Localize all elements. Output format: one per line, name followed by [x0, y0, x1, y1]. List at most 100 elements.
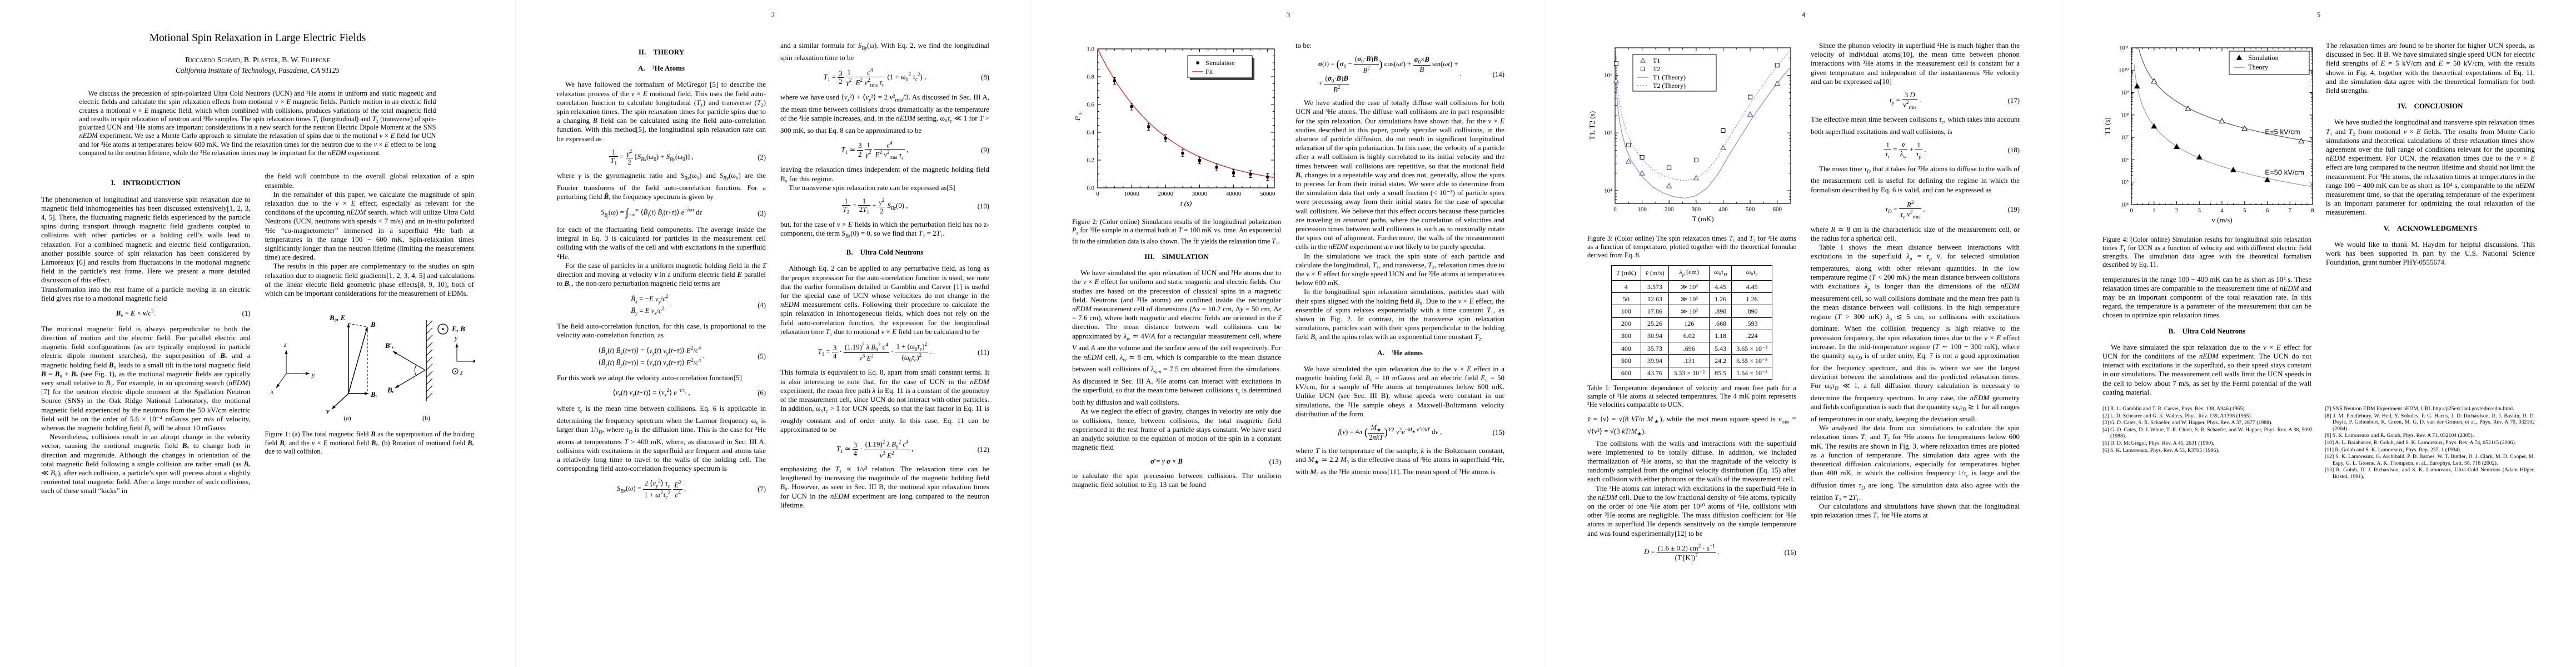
equation-body: D = (1.6 ± 0.2) cm2 · s−1 (T [K])7 . — [1643, 542, 1720, 562]
svg-text:B: B — [370, 320, 376, 328]
svg-text:E, B: E, B — [451, 325, 465, 333]
section-heading: II. THEORY — [638, 48, 685, 56]
svg-text:10⁵: 10⁵ — [2121, 180, 2129, 186]
columns: 0 1 2 3 4 5 6 7 8 10⁴ 10⁵ 10⁶ 10⁷ 10⁸ 10⁹ 10¹⁰ 10¹¹ E=5 k… — [2102, 41, 2535, 397]
table-cell: 3.65 × 10⁻² — [1731, 342, 1772, 355]
paragraph: As we neglect the effect of gravity, cha… — [1072, 407, 1281, 452]
paragraph: For the case of particles in a uniform m… — [557, 261, 766, 288]
references-column-2: [7] SNS Neutron EDM Experiment nEDM, URL… — [2325, 406, 2535, 481]
paragraph: We have simulated the spin relaxation du… — [1296, 364, 1504, 418]
column-1: 0 10000 20000 30000 40000 50000 0.0 0.2 0.4 0.6 0.… — [1072, 41, 1281, 489]
equation-body: 1 T1 = γ2 2 [SBx(ω0) + SBy(ω0)] , — [609, 148, 694, 166]
svg-text:T2: T2 — [1653, 65, 1660, 73]
paragraph: The relaxation times are found to be sho… — [2326, 41, 2535, 95]
svg-text:10⁴: 10⁴ — [2121, 202, 2129, 208]
page-number: 4 — [1801, 11, 1806, 19]
svg-text:100: 100 — [1637, 206, 1647, 213]
paragraph: where γ is the gyromagnetic ratio and SB… — [557, 171, 766, 201]
section-heading: B. Ultra Cold Neutrons — [2168, 326, 2246, 335]
svg-text:y: y — [311, 371, 315, 379]
table-row: 50 12.63 ≫ 10³ 1.26 1.26 — [1611, 292, 1772, 306]
paragraph: Since the phonon velocity in superfluid … — [1811, 41, 2020, 86]
page-4: 4 0 100 200 300 400 500 600 10⁴ 10⁵ 10⁶ T1 T2 T1 (The… — [1546, 0, 2061, 667]
table-cell: 6.02 — [1668, 329, 1710, 343]
equation-number: (8) — [981, 73, 989, 82]
table-cell: 400 — [1611, 342, 1641, 355]
paragraph: We analyzed the data from our simulation… — [1811, 424, 2020, 501]
paragraph: In the longitudinal spin relaxation simu… — [1296, 287, 1504, 341]
figure-2: 0 10000 20000 30000 40000 50000 0.0 0.2 0.4 0.6 0.… — [1072, 43, 1281, 246]
svg-text:T1: T1 — [1653, 57, 1660, 64]
svg-text:200: 200 — [1665, 206, 1674, 213]
paragraph: The effective mean time between collisio… — [1811, 115, 2020, 136]
table-header-cell: v̄ (m/s) — [1640, 265, 1670, 281]
svg-text:B₀, E: B₀, E — [329, 313, 346, 322]
svg-text:400: 400 — [1718, 206, 1728, 213]
svg-text:0.4: 0.4 — [1087, 130, 1094, 136]
svg-text:20000: 20000 — [1158, 191, 1174, 197]
svg-text:T1 (Theory): T1 (Theory) — [1653, 73, 1686, 81]
svg-text:500: 500 — [1746, 206, 1755, 213]
equation-body: τD = R2 τc v2rms , — [1885, 199, 1925, 220]
table-cell: ≫ 10³ — [1668, 280, 1710, 293]
svg-text:10¹¹: 10¹¹ — [2119, 46, 2129, 52]
paragraph: We have simulated the spin relaxation of… — [1072, 268, 1282, 407]
equation-number: (5) — [758, 352, 766, 361]
table-cell: 12.63 — [1640, 292, 1670, 306]
column-2: the field will contribute to the overall… — [265, 172, 483, 495]
svg-text:z: z — [283, 341, 287, 349]
table-cell: 600 — [1611, 366, 1641, 380]
paper-abstract: We discuss the precession of spin-polari… — [79, 89, 436, 157]
svg-text:E=5 kV/cm: E=5 kV/cm — [2265, 127, 2300, 136]
column-2: to be: σ(t) = (σ0 − (σ0·B)B B2) cos(ωt) + … — [1296, 41, 1504, 489]
svg-text:10⁹: 10⁹ — [2121, 90, 2129, 96]
page-1: Motional Spin Relaxation in Large Electr… — [0, 0, 515, 667]
svg-text:0.2: 0.2 — [1087, 157, 1094, 164]
equation-body: Bv = E × v/c2. — [116, 308, 156, 318]
table-cell: 3.573 — [1640, 280, 1670, 293]
paper-authors: Riccardo Schmid, B. Plaster, B. W. Filip… — [185, 56, 330, 64]
svg-text:0: 0 — [1613, 206, 1617, 213]
svg-text:y: y — [454, 334, 458, 342]
section-heading: B. Ultra Cold Neutrons — [846, 248, 924, 257]
reference-item: [9] S. K. Lamoreaux and R. Golub, Phys. … — [2325, 432, 2474, 439]
table-cell: 4 — [1611, 280, 1641, 293]
svg-text:7: 7 — [2289, 207, 2292, 214]
figure-caption: Figure 3: (Color online) The spin relaxa… — [1587, 235, 1797, 260]
table-cell: 1.26 — [1709, 292, 1732, 306]
paragraph: temperatures in the range 100 − 400 mK c… — [2102, 275, 2311, 320]
table-cell: .668 — [1709, 317, 1732, 330]
paragraph: We have studied the case of totally diff… — [1296, 98, 1504, 251]
page-number: 2 — [771, 11, 775, 19]
table-row: 300 30.94 6.02 1.18.224 — [1611, 329, 1772, 343]
equation-number: (9) — [981, 146, 989, 154]
column-1: I. INTRODUCTION The phenomenon of longitu… — [41, 172, 251, 495]
paragraph: The mean time τD that it takes for ³He a… — [1811, 164, 2020, 194]
table-row: 200 25.26 126.668.593 — [1611, 317, 1772, 330]
paragraph: In the simulations we track the spin sta… — [1296, 251, 1504, 287]
reference-item: [1] R. L. Gamblin and T. R. Carver, Phys… — [2102, 406, 2246, 412]
svg-text:10⁵: 10⁵ — [1604, 130, 1612, 137]
columns: 0 100 200 300 400 500 600 10⁴ 10⁵ 10⁶ T1 T2 T1 (Theo… — [1587, 41, 2020, 567]
paragraph: where T is the temperature of the sample… — [1296, 446, 1504, 476]
table-row: 600 43.76 3.33 × 10⁻² 85.5 1.54 × 10⁻³ — [1611, 366, 1772, 380]
table-cell: 39.94 — [1640, 354, 1670, 367]
table-cell: 5.43 — [1709, 342, 1732, 355]
paragraph: Transformation into the rest frame of a … — [41, 285, 251, 302]
paragraph: v̄ = ⟨v⟩ = √(8 kT/π M★), while the root … — [1587, 414, 1796, 437]
equation-number: (11) — [978, 348, 989, 356]
svg-text:Simulation: Simulation — [2248, 54, 2279, 62]
svg-text:T1, T2 (s): T1, T2 (s) — [1588, 111, 1596, 140]
page-number: 3 — [1286, 11, 1291, 19]
svg-text:Bᵥ: Bᵥ — [370, 390, 378, 399]
paragraph: to calculate the spin precession between… — [1072, 471, 1281, 489]
equation-body: SBx(ω) = 2 ⟨vy2⟩ τc 1 + ω2τc2 E2 c4 , — [616, 478, 686, 500]
paragraph: where we have used ⟨vx²⟩ + ⟨vy²⟩ = 2 v²r… — [780, 92, 989, 135]
table-cell: 17.86 — [1640, 305, 1670, 318]
table-1: T (mK) v̄ (m/s) λp (cm) ω₀τD ω₀τc 4 3.573 ≫ 10³… — [1587, 265, 1796, 409]
equation-body: ⟨vx(t) vx(t+τ)⟩ = ⟨vx2⟩ e−τ/τc , — [612, 387, 690, 398]
